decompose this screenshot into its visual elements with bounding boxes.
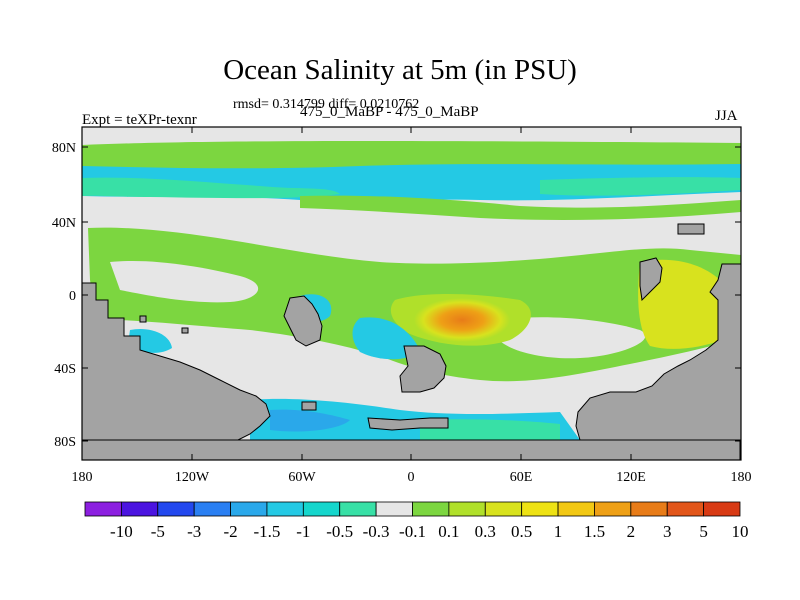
south-cyan-patch <box>352 317 420 360</box>
x-tick-label: 180 <box>731 470 752 485</box>
colorbar-swatch <box>339 501 377 517</box>
season-label: JJA <box>715 108 738 124</box>
colorbar-swatch <box>120 501 159 517</box>
salinity-hotspot <box>414 298 510 342</box>
y-tick-label: 80S <box>54 435 76 450</box>
plot-title: Ocean Salinity at 5m (in PSU) <box>223 54 577 86</box>
colorbar-label: 0.3 <box>475 522 496 541</box>
colorbar-swatch <box>666 501 705 517</box>
colorbar-label: -1.5 <box>253 522 280 541</box>
colorbar-label: -3 <box>187 522 201 541</box>
x-tick-label: 0 <box>408 470 415 485</box>
x-axis: 180 120W 60W 0 60E 120E 180 <box>72 127 752 485</box>
colorbar-label: -2 <box>223 522 237 541</box>
south-ocean-blue <box>270 409 350 432</box>
colorbar <box>84 501 741 517</box>
colorbar-label: -0.1 <box>399 522 426 541</box>
landmass-central-island <box>283 295 323 347</box>
y-tick-label: 0 <box>69 289 76 304</box>
landmass-west <box>82 282 271 441</box>
landmass-east-coast <box>639 257 663 302</box>
colorbar-label: -0.5 <box>326 522 353 541</box>
colorbar-label: 1 <box>554 522 563 541</box>
x-tick-label: 60W <box>288 470 316 485</box>
north-atlantic-teal <box>540 177 741 196</box>
colorbar-swatch <box>630 501 668 517</box>
colorbar-swatch <box>448 501 486 517</box>
colorbar-swatch <box>302 501 341 517</box>
landmass-south-central <box>399 345 447 393</box>
colorbar-label: -0.3 <box>363 522 390 541</box>
colorbar-swatch <box>193 501 231 517</box>
neutral-patch-2 <box>395 228 529 259</box>
colorbar-label: 0.5 <box>511 522 532 541</box>
colorbar-swatch <box>84 501 122 517</box>
x-tick-label: 60E <box>510 470 533 485</box>
colorbar-label: -1 <box>296 522 310 541</box>
colorbar-swatch <box>594 501 632 517</box>
case-label: 475_0_MaBP - 475_0_MaBP <box>300 104 479 120</box>
colorbar-label: 3 <box>663 522 672 541</box>
landmass-islet-3 <box>181 327 189 334</box>
neutral-patch-3 <box>495 317 646 359</box>
colorbar-swatch <box>157 501 195 517</box>
x-tick-label: 120E <box>616 470 646 485</box>
landmass-south-strip <box>367 417 449 431</box>
colorbar-swatch <box>521 501 559 517</box>
y-tick-label: 40N <box>52 216 76 231</box>
south-ocean-teal <box>420 419 560 440</box>
colorbar-labels: -10 -5 -3 -2 -1.5 -1 -0.5 -0.3 -0.1 0.1 0.3 0.5 1 1.5… <box>110 522 748 541</box>
north-band-green <box>300 195 741 220</box>
landmass-north-small <box>677 223 705 235</box>
colorbar-swatch <box>412 501 450 517</box>
colorbar-swatch <box>557 501 595 517</box>
colorbar-swatch <box>230 501 268 517</box>
colorbar-label: -5 <box>151 522 165 541</box>
neutral-patch-1 <box>110 260 259 303</box>
colorbar-swatch <box>484 501 523 517</box>
colorbar-label: 5 <box>699 522 708 541</box>
y-tick-label: 80N <box>52 141 76 156</box>
arctic-band-green <box>82 140 741 171</box>
neutral-patch-4 <box>150 328 287 371</box>
colorbar-label: 0.1 <box>438 522 459 541</box>
landmass-islet-2 <box>301 401 317 411</box>
stats-label: rmsd= 0.314799 diff= 0.0210762 <box>233 97 420 112</box>
y-tick-label: 40S <box>54 362 76 377</box>
landmass-south-polar-left <box>82 439 741 460</box>
experiment-label: Expt = teXPr-texnr <box>82 112 197 128</box>
colorbar-label: 10 <box>732 522 749 541</box>
y-axis: 80N 40N 0 40S 80S <box>52 141 741 450</box>
colorbar-swatch <box>266 501 304 517</box>
colorbar-label: -10 <box>110 522 133 541</box>
colorbar-swatch <box>703 501 741 517</box>
colorbar-swatch <box>375 501 413 517</box>
x-tick-label: 180 <box>72 470 93 485</box>
x-tick-label: 120W <box>175 470 210 485</box>
landmass-east <box>575 263 741 441</box>
colorbar-label: 1.5 <box>584 522 605 541</box>
north-pacific-teal <box>82 177 340 199</box>
colorbar-label: 2 <box>627 522 636 541</box>
landmass-islet-1 <box>139 315 147 323</box>
salinity-map <box>82 127 741 460</box>
